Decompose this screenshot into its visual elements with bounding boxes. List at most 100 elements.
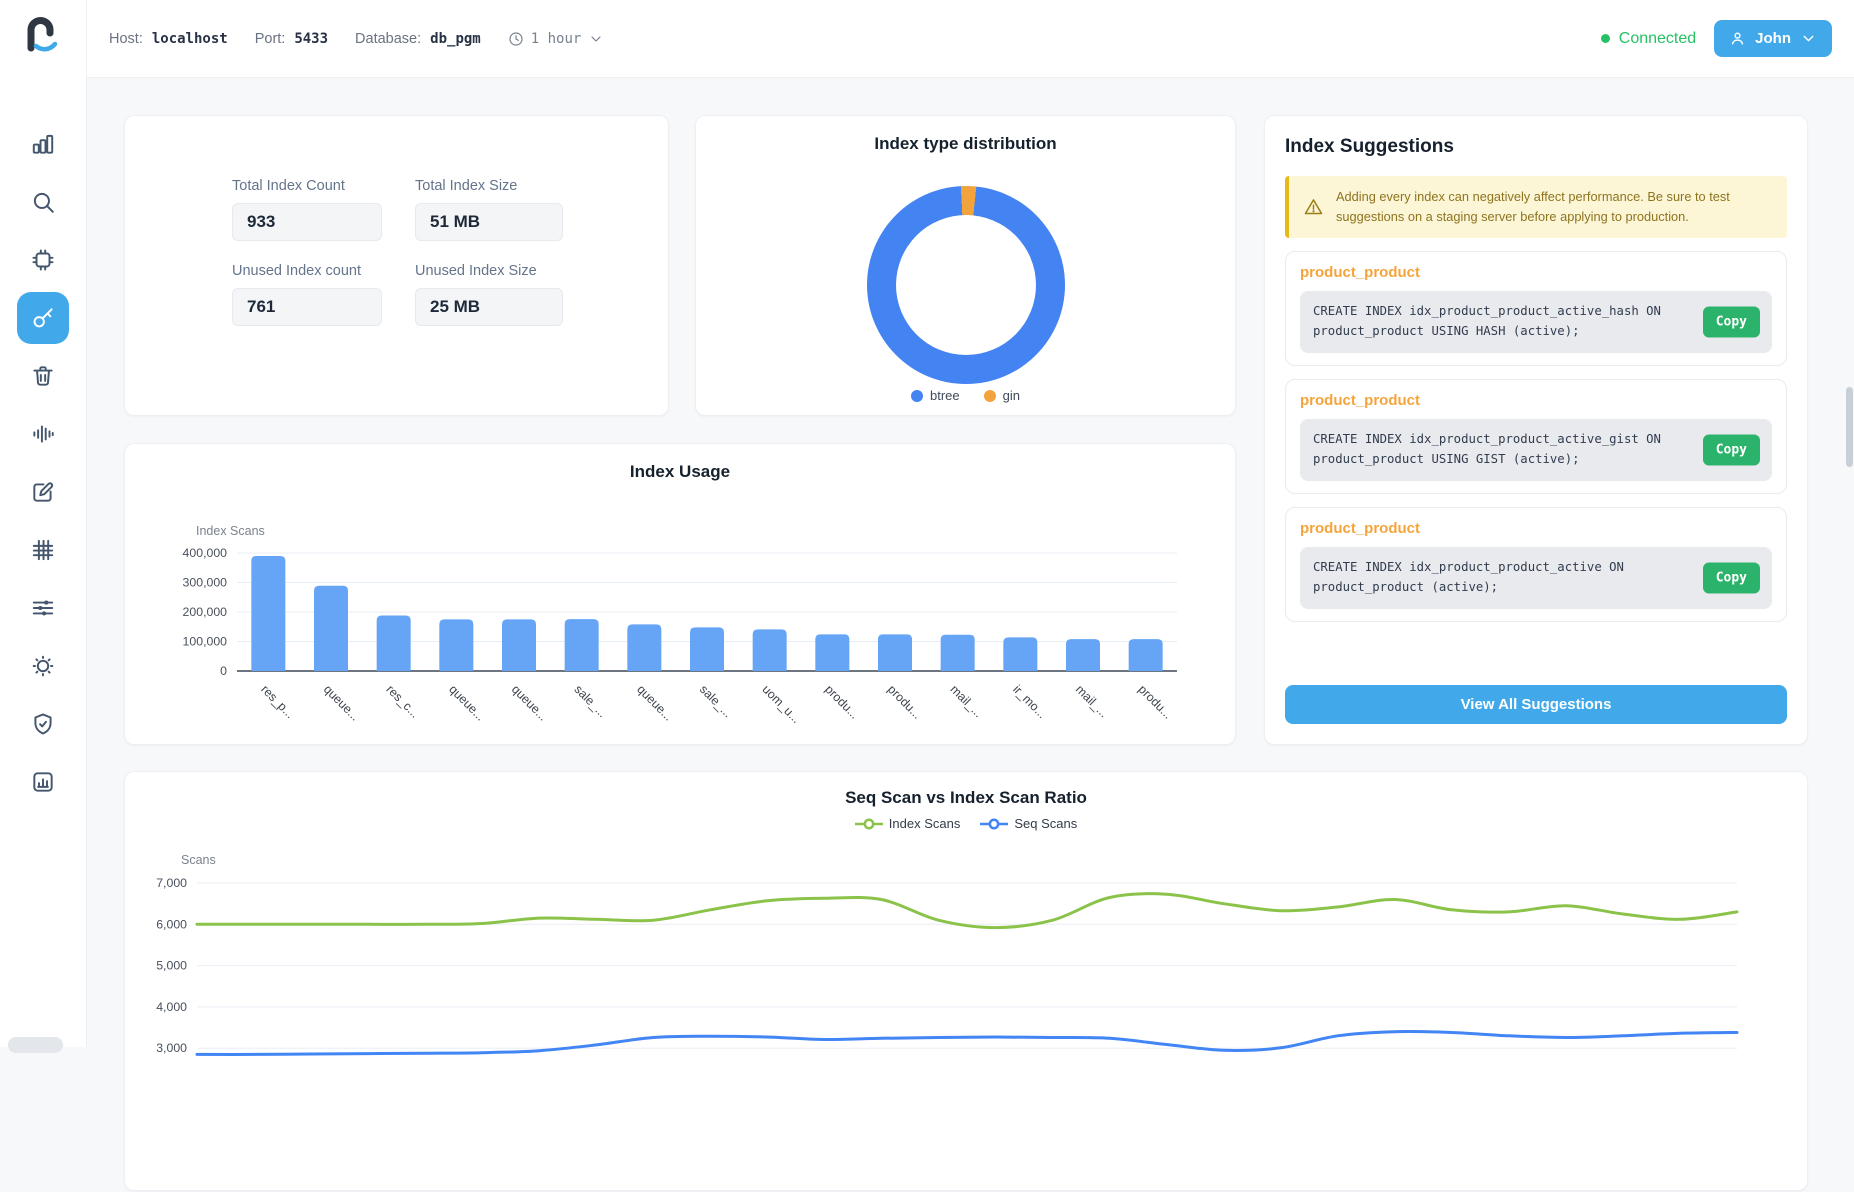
bar <box>377 616 411 671</box>
bar-chart-icon <box>30 131 56 157</box>
legend-label: Seq Scans <box>1014 816 1077 831</box>
suggestion-sql: CREATE INDEX idx_product_product_active_… <box>1300 291 1772 353</box>
svg-text:6,000: 6,000 <box>156 917 187 931</box>
copy-button[interactable]: Copy <box>1703 562 1760 593</box>
suggestion-card: product_product CREATE INDEX idx_product… <box>1285 379 1787 494</box>
index-type-distribution-card: Index type distribution btree gin <box>695 115 1236 416</box>
donut-legend: btree gin <box>696 388 1235 403</box>
port-value: 5433 <box>294 31 328 47</box>
sidebar-item-tables[interactable] <box>17 524 69 576</box>
sun-icon <box>30 653 56 679</box>
sidebar-item-indexes[interactable] <box>17 292 69 344</box>
sidebar-item-dashboard[interactable] <box>17 118 69 170</box>
stat-value: 933 <box>232 203 382 241</box>
svg-text:Index Scans: Index Scans <box>196 524 265 538</box>
host-field: Host: localhost <box>109 31 228 47</box>
series-seq-scans <box>197 1031 1737 1054</box>
svg-text:400,000: 400,000 <box>183 546 228 560</box>
stat-unused-index-size: Unused Index Size 25 MB <box>415 263 563 326</box>
warning-text: Adding every index can negatively affect… <box>1336 187 1773 227</box>
bar <box>878 634 912 671</box>
app-logo[interactable] <box>18 10 64 60</box>
sidebar-item-settings[interactable] <box>17 582 69 634</box>
bar <box>314 586 348 671</box>
user-menu-button[interactable]: John <box>1714 20 1832 57</box>
database-value: db_pgm <box>430 31 481 47</box>
copy-button[interactable]: Copy <box>1703 434 1760 465</box>
sidebar-scroll-pill[interactable] <box>8 1037 63 1053</box>
legend-item-index-scans[interactable]: Index Scans <box>855 816 961 831</box>
bar <box>1129 639 1163 671</box>
suggestion-table-name: product_product <box>1300 264 1772 281</box>
sidebar-item-reports[interactable] <box>17 756 69 808</box>
legend-item-btree[interactable]: btree <box>911 388 960 403</box>
status-text: Connected <box>1619 30 1696 48</box>
donut-chart-title: Index type distribution <box>696 134 1235 154</box>
stat-value: 51 MB <box>415 203 563 241</box>
sidebar <box>0 0 87 1047</box>
bar-label: sale_... <box>572 682 610 720</box>
view-all-suggestions-button[interactable]: View All Suggestions <box>1285 685 1787 724</box>
bar-label: produ... <box>822 682 861 721</box>
bar-label: queue... <box>634 682 675 723</box>
legend-swatch <box>911 390 923 402</box>
bar <box>941 635 975 671</box>
stat-label: Total Index Count <box>232 178 382 194</box>
user-icon <box>1729 30 1746 47</box>
svg-text:200,000: 200,000 <box>183 605 228 619</box>
stat-total-index-size: Total Index Size 51 MB <box>415 178 563 241</box>
host-value: localhost <box>152 31 228 47</box>
stat-value: 25 MB <box>415 288 563 326</box>
copy-button[interactable]: Copy <box>1703 306 1760 337</box>
sidebar-item-search[interactable] <box>17 176 69 228</box>
sidebar-nav <box>0 118 86 808</box>
series-index-scans <box>197 894 1737 928</box>
bar <box>251 556 285 671</box>
host-label: Host: <box>109 31 143 47</box>
legend-label: gin <box>1003 388 1020 403</box>
key-icon <box>30 305 56 331</box>
legend-item-gin[interactable]: gin <box>984 388 1020 403</box>
warning-triangle-icon <box>1303 196 1324 217</box>
bar <box>1066 639 1100 671</box>
connection-status: Connected <box>1601 30 1696 48</box>
suggestion-sql: CREATE INDEX idx_product_product_active_… <box>1300 419 1772 481</box>
bar <box>439 619 473 671</box>
edit-icon <box>30 479 56 505</box>
svg-text:300,000: 300,000 <box>183 576 228 590</box>
legend-item-seq-scans[interactable]: Seq Scans <box>980 816 1077 831</box>
time-range-select[interactable]: 1 hour <box>508 31 605 47</box>
svg-text:0: 0 <box>220 664 227 678</box>
sidebar-item-cleanup[interactable] <box>17 350 69 402</box>
database-field: Database: db_pgm <box>355 31 481 47</box>
page-scrollbar[interactable] <box>1845 0 1854 1047</box>
bar-label: mail_... <box>948 682 986 720</box>
svg-text:Scans: Scans <box>181 853 216 867</box>
sidebar-item-editor[interactable] <box>17 466 69 518</box>
sidebar-item-activity[interactable] <box>17 408 69 460</box>
bar-label: mail_... <box>1073 682 1111 720</box>
scrollbar-thumb[interactable] <box>1846 387 1853 467</box>
svg-text:7,000: 7,000 <box>156 876 187 890</box>
legend-marker-icon <box>980 818 1008 830</box>
donut-chart <box>867 186 1065 384</box>
trash-icon <box>30 363 56 389</box>
seq-vs-index-scan-card: 7,0006,0005,0004,0003,000Scans Seq Scan … <box>124 771 1808 1191</box>
suggestion-sql: CREATE INDEX idx_product_product_active … <box>1300 547 1772 609</box>
bar-label: queue... <box>321 682 362 723</box>
bar-label: produ... <box>1136 682 1175 721</box>
sidebar-item-system[interactable] <box>17 234 69 286</box>
stat-unused-index-count: Unused Index count 761 <box>232 263 382 326</box>
chart-box-icon <box>30 769 56 795</box>
shield-check-icon <box>30 711 56 737</box>
bar <box>627 624 661 671</box>
index-usage-card: 400,000300,000200,000100,0000Index Scans… <box>124 443 1236 745</box>
stat-label: Unused Index Size <box>415 263 563 279</box>
sidebar-item-security[interactable] <box>17 698 69 750</box>
bar <box>502 619 536 671</box>
connection-info: Host: localhost Port: 5433 Database: db_… <box>109 31 604 47</box>
bar-label: res_c... <box>384 682 422 720</box>
sidebar-item-diagnostics[interactable] <box>17 640 69 692</box>
bar <box>565 619 599 671</box>
chevron-down-icon <box>588 31 604 47</box>
